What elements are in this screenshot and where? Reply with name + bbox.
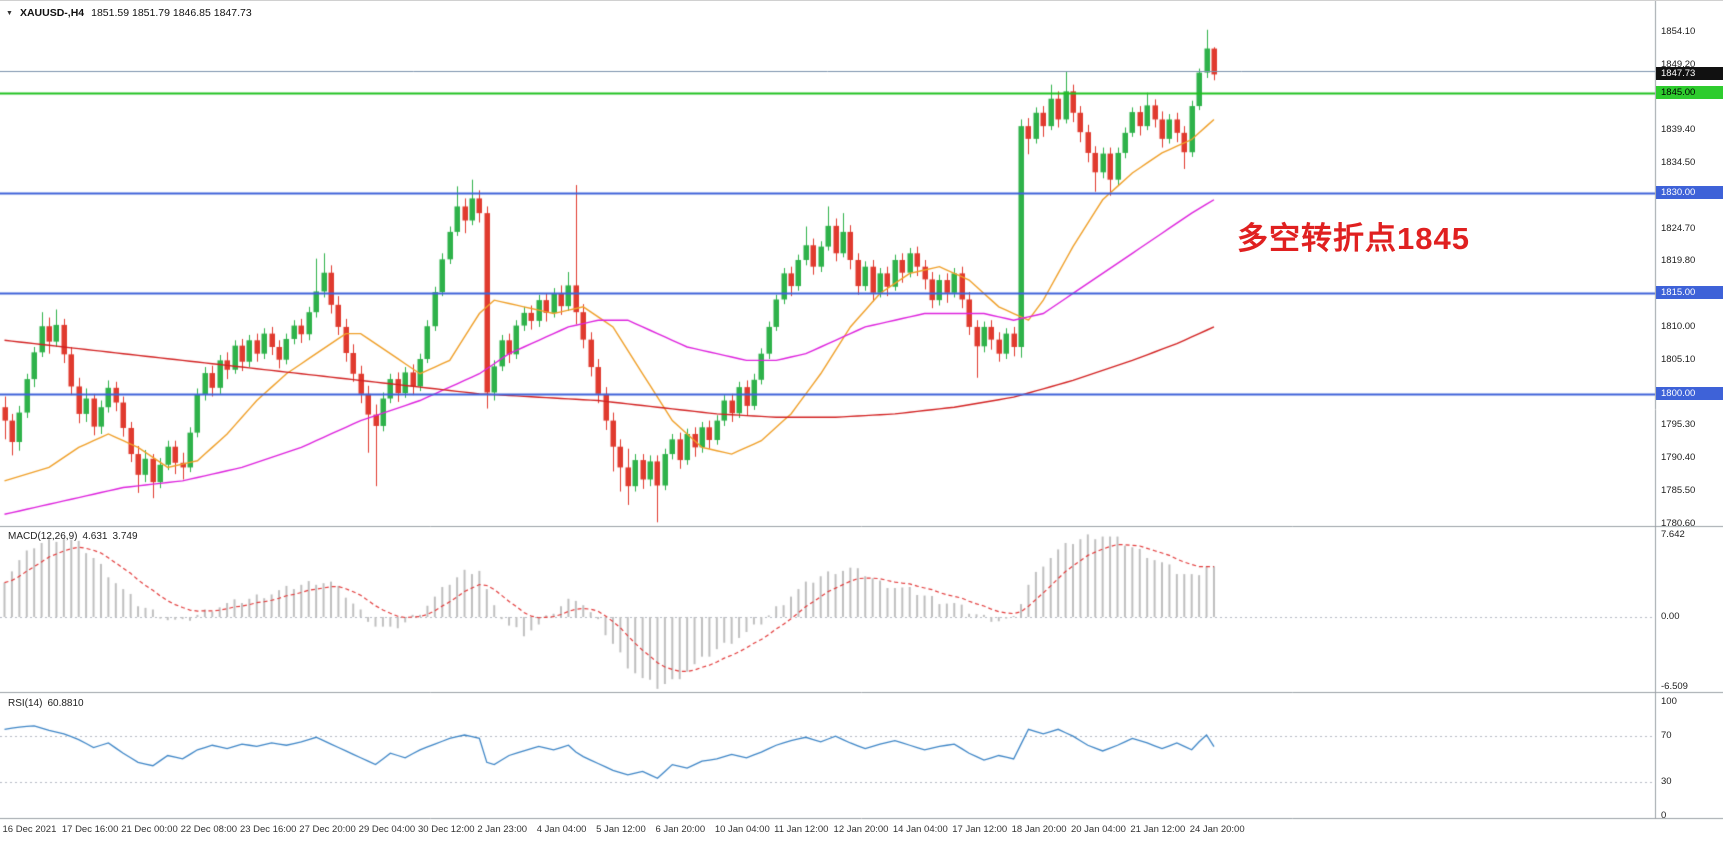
price-axis-label: 1780.60	[1661, 517, 1696, 529]
time-axis-label: 17 Jan 12:00	[952, 824, 1008, 835]
time-axis-label: 21 Dec 00:00	[121, 824, 178, 835]
rsi-indicator-label: RSI(14) 60.8810	[8, 698, 89, 709]
rsi-value: 60.8810	[47, 698, 84, 709]
time-axis-label: 16 Dec 2021	[2, 824, 57, 835]
time-axis-label: 30 Dec 12:00	[418, 824, 475, 835]
time-axis-label: 6 Jan 20:00	[655, 824, 706, 835]
chart-titlebar: ▼ XAUUSD-,H4 1851.59 1851.79 1846.85 184…	[6, 7, 252, 19]
chevron-down-icon[interactable]: ▼	[6, 9, 13, 17]
price-badge-1815.00: 1815.00	[1656, 286, 1723, 300]
time-axis-label: 23 Dec 16:00	[239, 824, 297, 835]
time-axis-label: 24 Jan 20:00	[1189, 824, 1245, 835]
macd-axis-label: 0.00	[1661, 610, 1680, 622]
price-axis-label: 1805.10	[1661, 353, 1696, 365]
price-axis-label: 1790.40	[1661, 452, 1696, 464]
time-axis-label: 20 Jan 04:00	[1070, 824, 1126, 835]
time-axis-label: 4 Jan 04:00	[536, 824, 587, 835]
rsi-name: RSI(14)	[8, 698, 43, 709]
rsi-axis-label: 100	[1661, 695, 1677, 707]
time-axis-label: 18 Jan 20:00	[1011, 824, 1067, 835]
ohlc-values: 1851.59 1851.79 1846.85 1847.73	[91, 7, 252, 19]
time-axis-label: 5 Jan 12:00	[596, 824, 646, 835]
macd-value-main: 4.631	[82, 531, 108, 542]
macd-name: MACD(12,26,9)	[8, 531, 78, 542]
time-axis-label: 14 Jan 04:00	[892, 824, 948, 835]
time-axis-label: 11 Jan 12:00	[774, 824, 829, 835]
time-axis-label: 17 Dec 16:00	[61, 824, 119, 835]
macd-axis-label: 7.642	[1661, 529, 1685, 541]
price-axis-label: 1824.70	[1661, 222, 1696, 234]
price-badge-1800.00: 1800.00	[1656, 386, 1723, 400]
symbol-timeframe-label: XAUUSD-,H4	[19, 7, 85, 19]
time-axis-label: 27 Dec 20:00	[299, 824, 356, 835]
time-axis-label: 10 Jan 04:00	[714, 824, 770, 835]
macd-value-signal: 3.749	[112, 531, 138, 542]
rsi-axis-label: 0	[1661, 809, 1667, 821]
time-axis-label: 22 Dec 08:00	[180, 824, 238, 835]
price-axis-label: 1785.50	[1661, 484, 1696, 496]
price-badge-1845.00: 1845.00	[1656, 85, 1723, 99]
price-axis-label: 1819.80	[1661, 255, 1696, 267]
price-axis-label: 1839.40	[1661, 124, 1696, 136]
time-axis: 16 Dec 2021 17 Dec 16:00 21 Dec 00:00 22 De…	[0, 822, 1655, 840]
rsi-axis-label: 30	[1661, 775, 1672, 787]
price-axis-label: 1849.20	[1661, 58, 1696, 70]
time-axis-label: 12 Jan 20:00	[833, 824, 889, 835]
time-axis-label: 21 Jan 12:00	[1130, 824, 1186, 835]
price-axis-label: 1854.10	[1661, 25, 1696, 37]
macd-axis-label: -6.509	[1661, 680, 1688, 692]
time-axis-label: 2 Jan 23:00	[477, 824, 528, 835]
price-badge-1847.73: 1847.73	[1656, 67, 1723, 81]
price-axis-label: 1834.50	[1661, 156, 1696, 168]
macd-indicator-label: MACD(12,26,9) 4.631 3.749	[8, 531, 143, 542]
time-axis-label: 29 Dec 04:00	[358, 824, 416, 835]
price-axis-label: 1795.30	[1661, 419, 1696, 431]
rsi-axis-label: 70	[1661, 730, 1672, 742]
price-badge-1830.00: 1830.00	[1656, 186, 1723, 200]
price-axis-label: 1810.00	[1661, 320, 1696, 332]
annotation-text: 多空转折点1845	[1237, 221, 1470, 256]
